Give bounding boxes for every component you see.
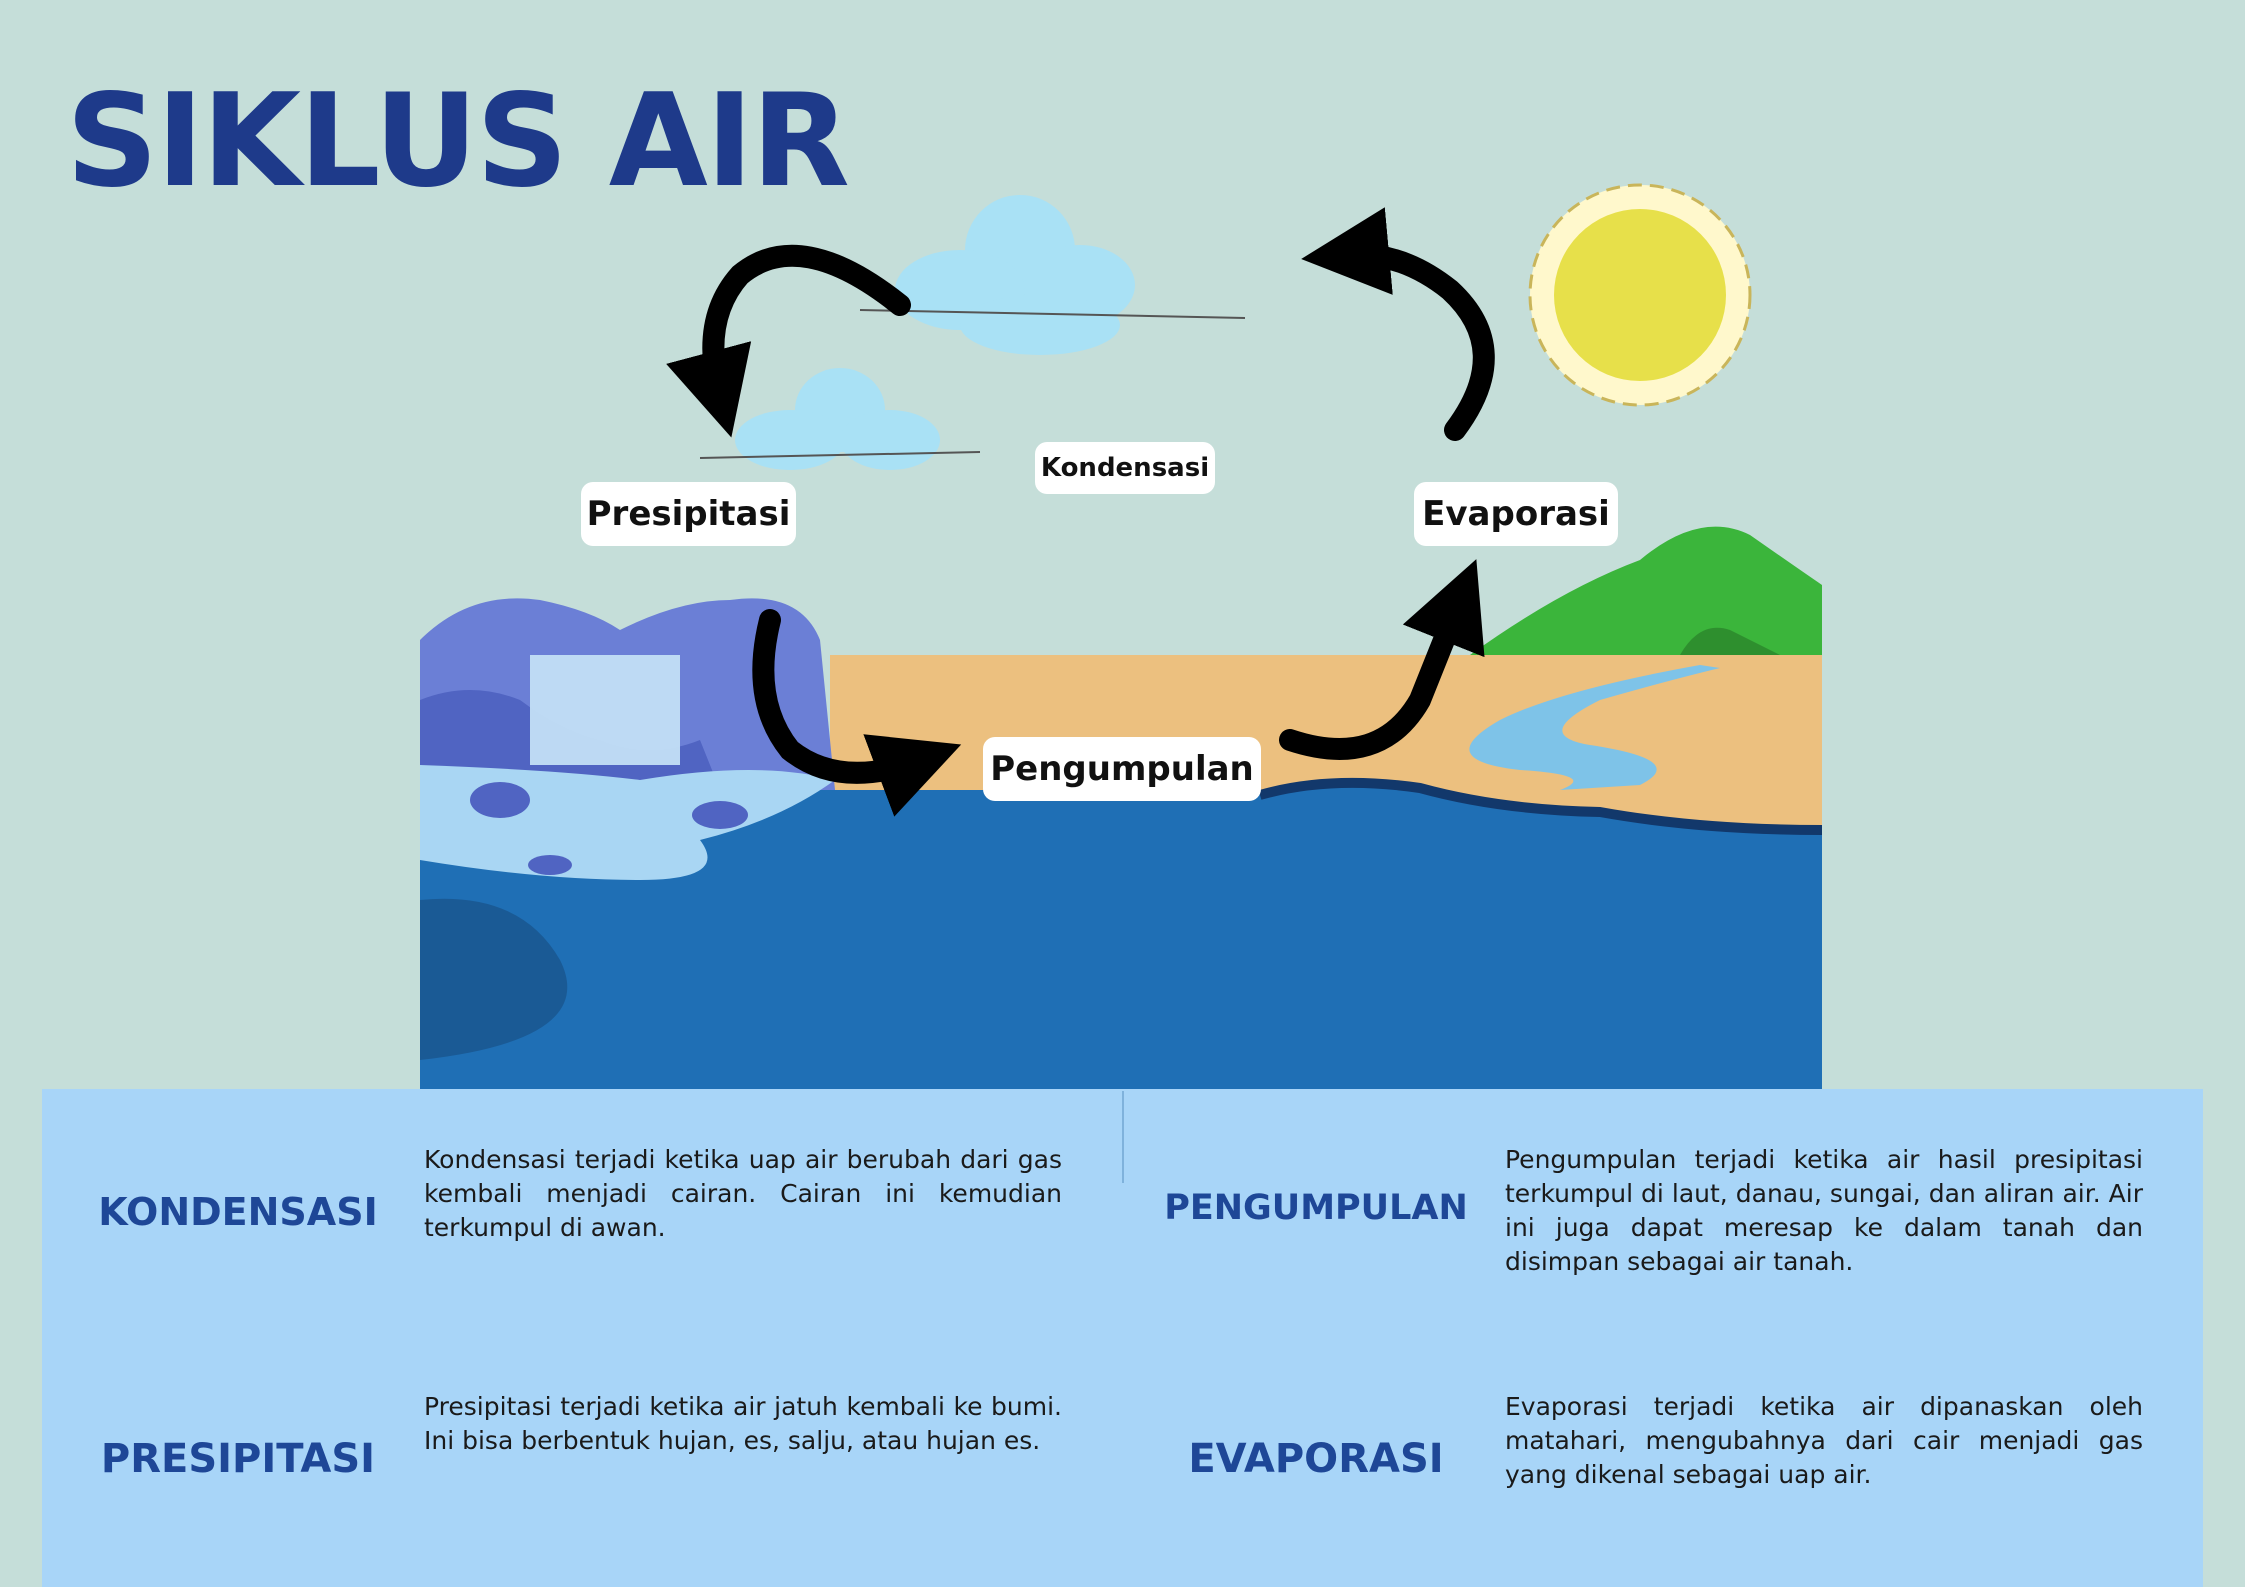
arrow-evaporation-up bbox=[1301, 207, 1495, 441]
heading-presipitasi: PRESIPITASI bbox=[100, 1436, 376, 1482]
heading-evaporasi: EVAPORASI bbox=[1188, 1436, 1444, 1482]
label-kondensasi: Kondensasi bbox=[1035, 442, 1215, 494]
arrow-precipitation-down bbox=[752, 609, 962, 817]
arrow-collection-to-evaporation bbox=[1279, 559, 1485, 760]
cloud-upper bbox=[859, 195, 1246, 355]
desc-presipitasi: Presipitasi terjadi ketika air jatuh kem… bbox=[424, 1392, 1062, 1455]
page-title: SIKLUS AIR bbox=[66, 67, 850, 216]
label-presipitasi: Presipitasi bbox=[581, 482, 796, 546]
divider bbox=[1122, 1091, 1124, 1183]
rocks-waterfall bbox=[420, 598, 835, 880]
heading-pengumpulan: PENGUMPULAN bbox=[1164, 1188, 1468, 1228]
cloud-lower bbox=[699, 368, 981, 470]
desc-evaporasi: Evaporasi terjadi ketika air dipanaskan … bbox=[1505, 1392, 2143, 1489]
arrow-condensation-to-precipitation bbox=[666, 244, 911, 438]
water-cycle-illustration bbox=[420, 183, 1823, 1090]
green-hill bbox=[1470, 526, 1822, 655]
sun bbox=[1528, 183, 1752, 407]
desc-pengumpulan: Pengumpulan terjadi ketika air hasil pre… bbox=[1505, 1145, 2143, 1276]
label-pengumpulan: Pengumpulan bbox=[983, 737, 1261, 801]
heading-kondensasi: KONDENSASI bbox=[98, 1190, 378, 1234]
cycle-arrows bbox=[666, 207, 1495, 817]
label-evaporasi: Evaporasi bbox=[1414, 482, 1618, 546]
river bbox=[1469, 665, 1720, 790]
desc-kondensasi: Kondensasi terjadi ketika uap air beruba… bbox=[424, 1145, 1062, 1242]
